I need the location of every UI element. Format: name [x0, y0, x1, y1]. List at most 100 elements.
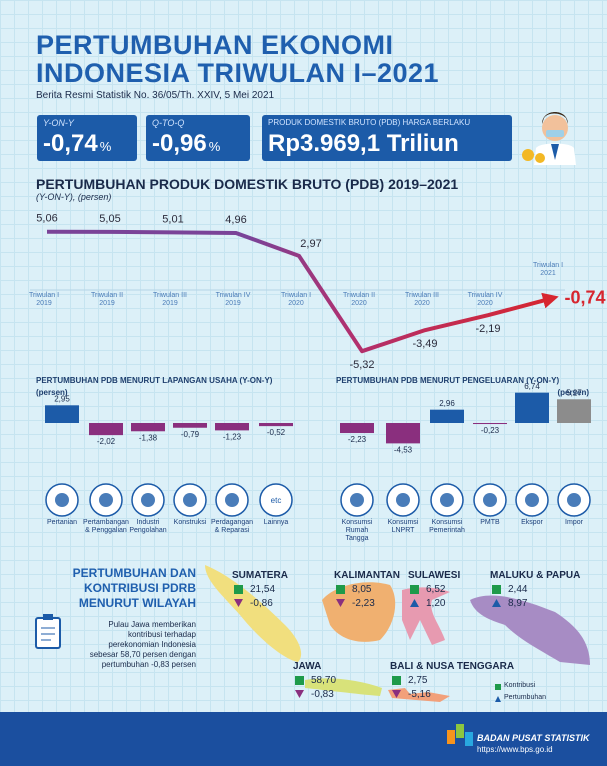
kpi-yoy: Y-ON-Y -0,74% — [37, 115, 137, 161]
x-tick-label: Pertambangan & Penggalian — [83, 519, 129, 534]
kontribusi-marker — [336, 585, 345, 594]
region-kontribusi: 2,44 — [508, 584, 528, 595]
value-label: -0,79 — [181, 430, 200, 439]
x-tick-label: Triwulan I 2019 — [28, 292, 60, 307]
line — [46, 229, 559, 354]
icon-glyph — [225, 493, 239, 507]
kontribusi-marker — [392, 676, 401, 685]
x-tick-label: Triwulan I 2020 — [280, 292, 312, 307]
x-tick-label: Industri Pengolahan — [129, 519, 167, 534]
map-sumatera — [205, 565, 302, 662]
bar — [89, 423, 123, 436]
region-note: Pulau Jawa memberikan kontribusi terhada… — [89, 620, 196, 669]
bar — [215, 423, 249, 431]
bar — [386, 423, 420, 444]
value-label: -2,02 — [97, 437, 116, 446]
icon-glyph — [440, 493, 454, 507]
pertumbuhan-marker — [392, 690, 401, 698]
legend-label: Kontribusi — [504, 682, 536, 689]
x-tick-label: Triwulan IV 2019 — [215, 292, 251, 307]
value-label: -0,23 — [481, 426, 500, 435]
footer-org: BADAN PUSAT STATISTIK — [477, 733, 590, 743]
region-kontribusi: 58,70 — [311, 675, 337, 686]
bar — [430, 409, 464, 423]
icon-glyph — [99, 493, 113, 507]
kpi-value: -0,96% — [152, 130, 220, 158]
x-tick-label: Triwulan II 2020 — [342, 292, 376, 307]
kontribusi-marker — [492, 585, 501, 594]
title-line1: PERTUMBUHAN EKONOMI — [36, 30, 394, 60]
icon-glyph — [183, 493, 197, 507]
pertumbuhan-marker — [410, 599, 419, 607]
value-label: -3,49 — [412, 338, 437, 350]
x-tick-label: Lainnya — [263, 519, 289, 526]
map-papua — [470, 595, 590, 665]
bar2-ylabel: (persen) — [557, 388, 589, 397]
x-tick-label: Perdagangan & Reparasi — [210, 519, 254, 534]
x-tick-label: Pertanian — [47, 519, 77, 526]
value-label: -4,53 — [394, 445, 413, 454]
x-tick-label: Konsumsi LNPRT — [387, 519, 419, 534]
kpi-unit: % — [99, 139, 112, 154]
x-tick-label: Triwulan II 2019 — [90, 292, 124, 307]
kontribusi-marker — [234, 585, 243, 594]
pertumbuhan-marker — [492, 599, 501, 607]
icon-glyph — [141, 493, 155, 507]
region-kontribusi: 8,05 — [352, 584, 372, 595]
map-sulawesi — [402, 587, 450, 645]
value-label: 2,97 — [300, 238, 321, 250]
icon-text: etc — [271, 496, 282, 505]
kpi-label: Q-TO-Q — [152, 118, 185, 128]
bar — [173, 423, 207, 428]
region-name: KALIMANTAN — [334, 570, 400, 581]
subtitle: Berita Resmi Statistik No. 36/05/Th. XXI… — [36, 90, 275, 101]
icon-glyph — [525, 493, 539, 507]
value-label: -0,52 — [267, 428, 286, 437]
x-tick-label: Triwulan IV 2020 — [467, 292, 503, 307]
bar — [45, 405, 79, 423]
map-bali-nt — [388, 688, 450, 702]
x-tick-label: Ekspor — [521, 519, 543, 526]
value-label: -2,23 — [348, 435, 367, 444]
title-line2: INDONESIA TRIWULAN I–2021 — [36, 58, 440, 88]
legend-label: Pertumbuhan — [504, 694, 547, 701]
value-label: 4,96 — [225, 214, 246, 226]
region-pertumbuhan: 1,20 — [426, 598, 446, 609]
kontribusi-marker — [295, 676, 304, 685]
region-pertumbuhan: 8,97 — [508, 598, 528, 609]
icon-glyph — [55, 493, 69, 507]
logo — [447, 724, 473, 746]
value-label: 6,74 — [524, 382, 540, 391]
kpi-value: Rp3.969,1 Triliun — [268, 130, 459, 157]
kpi-pdb: PRODUK DOMESTIK BRUTO (PDB) HARGA BERLAK… — [262, 115, 512, 161]
line-subtitle: (Y-ON-Y), (persen) — [36, 192, 112, 202]
value-label: 5,27 — [566, 388, 582, 397]
x-tick-label: Triwulan III 2019 — [153, 292, 187, 307]
x-tick-label: Konsumsi Pemerintah — [429, 519, 465, 534]
bar — [259, 423, 293, 427]
region-pertumbuhan: -2,23 — [352, 598, 375, 609]
icon-glyph — [483, 493, 497, 507]
value-label: -2,19 — [475, 323, 500, 335]
value-label: 5,06 — [36, 213, 57, 225]
value-label: 5,01 — [162, 213, 183, 225]
region-kontribusi: 2,75 — [408, 675, 428, 686]
map-kalimantan — [322, 582, 396, 642]
value-label: 2,95 — [54, 394, 70, 403]
pertumbuhan-marker — [234, 599, 243, 607]
pertumbuhan-marker — [336, 599, 345, 607]
bar — [340, 423, 374, 434]
footer-bar — [0, 712, 607, 766]
value-label: -5,32 — [349, 359, 374, 371]
region-name: SUMATERA — [232, 570, 288, 581]
value-label: -1,38 — [139, 433, 158, 442]
category-icon — [259, 483, 293, 517]
bar1-title: PERTUMBUHAN PDB MENURUT LAPANGAN USAHA (… — [36, 376, 273, 385]
x-tick-label: Triwulan III 2020 — [405, 292, 439, 307]
kpi-value: -0,74% — [43, 130, 111, 158]
bar2-title: PERTUMBUHAN PDB MENURUT PENGELUARAN (Y-O… — [336, 376, 560, 385]
region-pertumbuhan: -0,86 — [250, 598, 273, 609]
clipboard-icon — [35, 614, 61, 649]
